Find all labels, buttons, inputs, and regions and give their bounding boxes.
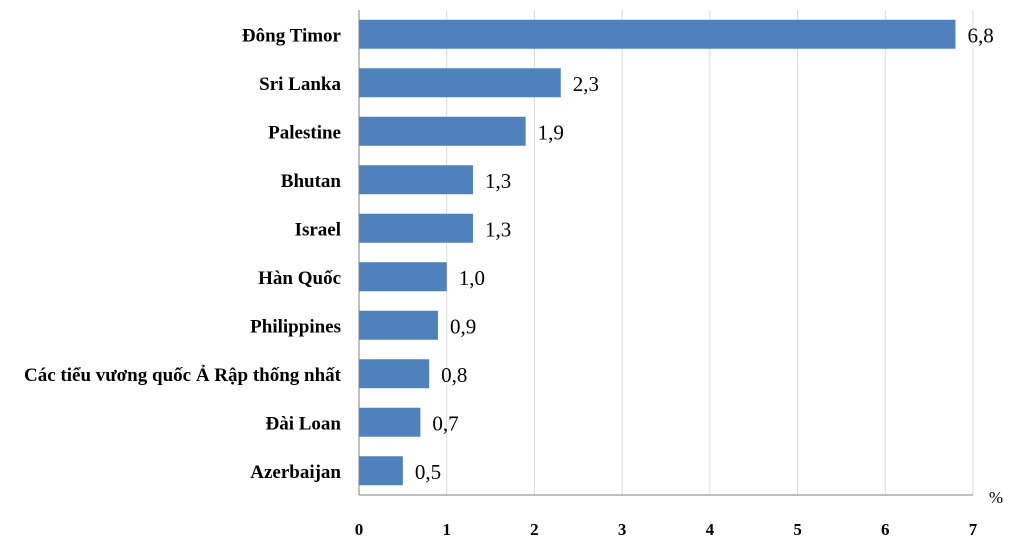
category-label-6: Hàn Quốc: [258, 268, 341, 289]
category-label-9: Đài Loan: [266, 413, 342, 434]
value-label-9: 0,7: [432, 411, 458, 435]
value-label-7: 0,9: [450, 314, 476, 338]
axes: [358, 10, 973, 496]
category-label-7: Philippines: [250, 316, 341, 337]
value-label-8: 0,8: [441, 363, 467, 387]
x-tick-label-3: 3: [618, 520, 627, 539]
category-label-8: Các tiểu vương quốc Ả Rập thống nhất: [24, 365, 342, 386]
x-tick-label-2: 2: [530, 520, 539, 539]
x-tick-label-0: 0: [355, 520, 364, 539]
value-label-4: 1,3: [485, 169, 511, 193]
bar-4: [359, 165, 474, 195]
bar-3: [359, 116, 526, 146]
value-label-3: 1,9: [538, 120, 564, 144]
category-label-1: Đông Timor: [242, 25, 342, 46]
category-label-2: Sri Lanka: [259, 74, 341, 95]
bar-5: [359, 213, 474, 243]
bar-9: [359, 407, 421, 437]
x-tick-label-6: 6: [881, 520, 890, 539]
x-tick-label-1: 1: [442, 520, 451, 539]
bar-6: [359, 262, 447, 292]
bar-1: [359, 19, 956, 49]
x-axis-unit-label: %: [989, 488, 1003, 507]
bars: [359, 19, 956, 486]
x-tick-label-5: 5: [793, 520, 802, 539]
bar-7: [359, 310, 438, 340]
category-label-4: Bhutan: [281, 171, 342, 192]
labels: 0 1 2 3 4 5 6 7 Đông Timor 6,8 Sri Lanka 2,3 Palesti…: [24, 23, 994, 539]
value-label-6: 1,0: [459, 266, 485, 290]
value-label-10: 0,5: [415, 460, 441, 484]
value-label-2: 2,3: [573, 72, 599, 96]
category-label-5: Israel: [295, 219, 341, 240]
bar-2: [359, 68, 561, 98]
value-label-1: 6,8: [967, 23, 993, 47]
value-label-5: 1,3: [485, 217, 511, 241]
x-tick-label-4: 4: [706, 520, 715, 539]
x-tick-label-7: 7: [969, 520, 978, 539]
bar-10: [359, 456, 403, 486]
category-label-3: Palestine: [268, 122, 341, 143]
category-label-10: Azerbaijan: [250, 462, 341, 483]
bar-8: [359, 359, 430, 389]
